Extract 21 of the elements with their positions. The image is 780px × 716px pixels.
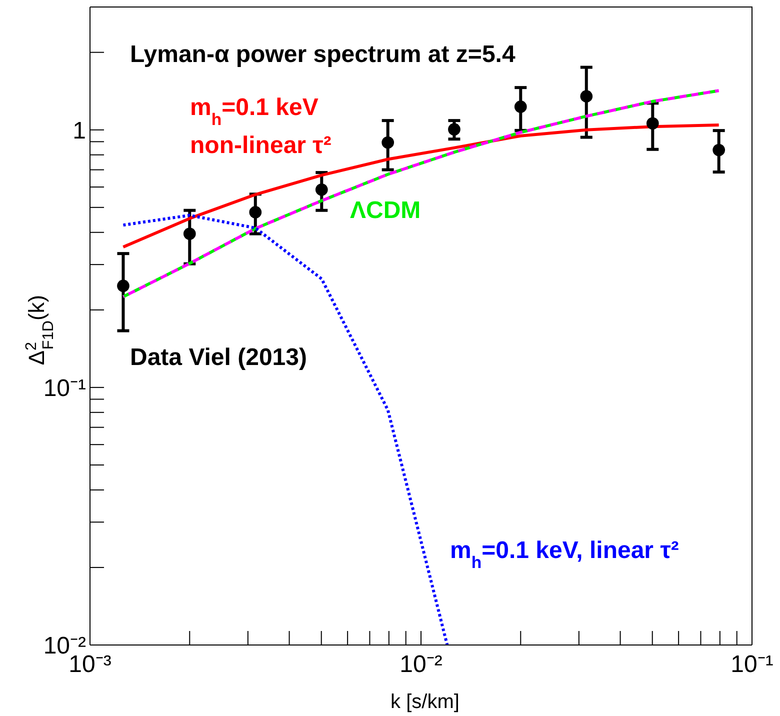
text: Lyman-α power spectrum at z=5.4 — [130, 41, 516, 68]
point — [646, 117, 659, 130]
series-label: m$_{h}$=0.1 keV non-linear τ² — [190, 94, 332, 159]
point — [514, 100, 527, 113]
point — [315, 184, 328, 196]
line-series — [122, 89, 720, 298]
point — [249, 206, 262, 218]
text: Data Viel (2013) — [130, 344, 307, 371]
point — [183, 228, 196, 240]
point — [117, 280, 130, 292]
series-label: m$_{h}$=0.1 keV, linear τ² — [450, 537, 679, 572]
y-tick-label: 10⁻¹ — [43, 374, 86, 402]
point — [448, 123, 460, 136]
x-axis-title: k [s/km] — [390, 691, 460, 713]
x-tick-label: 10⁻² — [400, 651, 442, 678]
y-tick-label: 1 — [72, 117, 86, 144]
point — [580, 90, 593, 102]
series-label: ΛCDM — [350, 197, 421, 224]
x-tick-label: 10⁻¹ — [730, 651, 774, 678]
point — [382, 136, 394, 149]
point — [712, 144, 726, 156]
